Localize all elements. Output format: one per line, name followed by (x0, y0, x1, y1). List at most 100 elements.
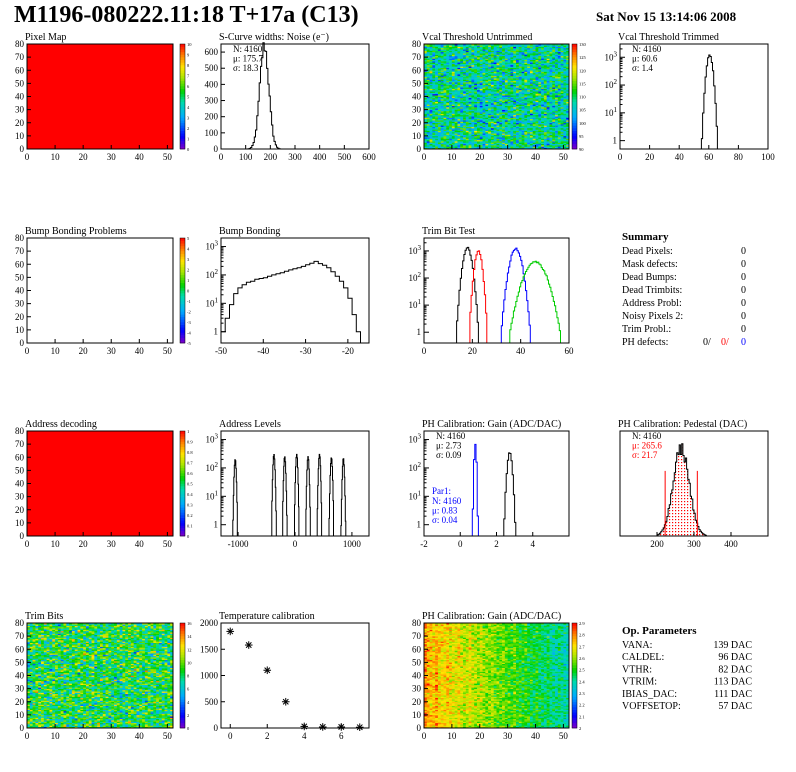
heatmap-cell (485, 91, 489, 93)
heatmap-cell (432, 61, 436, 63)
heatmap-cell (513, 113, 517, 116)
heatmap-cell (468, 71, 472, 74)
heatmap-cell (516, 58, 520, 61)
heatmap-cell (449, 89, 453, 92)
heatmap-cell (429, 47, 433, 50)
heatmap-cell (443, 114, 447, 117)
heatmap-cell (566, 55, 570, 58)
heatmap-cell (513, 129, 517, 131)
heatmap-cell (485, 95, 489, 97)
heatmap-cell (465, 122, 469, 125)
heatmap-cell (493, 82, 497, 84)
heatmap-cell (510, 120, 514, 122)
heatmap-cell (521, 133, 525, 135)
heatmap-cell (435, 96, 439, 99)
heatmap-cell (463, 46, 467, 49)
heatmap-cell (27, 688, 31, 691)
heatmap-cell (502, 129, 506, 131)
heatmap-cell (563, 68, 567, 71)
heatmap-cell (507, 134, 511, 137)
heatmap-cell (488, 146, 492, 148)
heatmap-cell (566, 89, 570, 92)
heatmap-cell (510, 86, 514, 88)
heatmap-cell (440, 108, 444, 110)
heatmap-cell (496, 83, 500, 85)
heatmap-cell (476, 142, 481, 145)
heatmap-cell (529, 138, 534, 141)
y-tick-base: 10 (206, 298, 216, 308)
heatmap-cell (518, 70, 522, 72)
heatmap-cell (549, 126, 553, 129)
heatmap-cell (437, 63, 442, 66)
heatmap-cell (524, 129, 528, 131)
heatmap-cell (488, 88, 492, 91)
heatmap-cell (516, 79, 520, 82)
heatmap-cell (29, 667, 33, 670)
heatmap-cell (560, 84, 564, 87)
heatmap-cell (460, 128, 464, 130)
heatmap-cell (563, 142, 567, 145)
heatmap-cell (529, 145, 534, 147)
heatmap-cell (543, 82, 547, 84)
heatmap-cell (496, 100, 500, 103)
heatmap-cell (563, 147, 567, 150)
heatmap-cell (479, 67, 483, 70)
heatmap-cell (510, 134, 514, 137)
heatmap-cell (479, 57, 483, 59)
heatmap-cell (529, 54, 534, 57)
heatmap-cell (532, 135, 536, 138)
heatmap-cell (468, 58, 472, 61)
heatmap-cell (546, 104, 550, 106)
heatmap-cell (502, 139, 506, 142)
heatmap-cell (532, 142, 536, 145)
heatmap-cell (493, 142, 497, 145)
heatmap-cell (493, 118, 497, 121)
heatmap-cell (429, 134, 433, 137)
heatmap-cell (538, 67, 542, 70)
palette-cell (572, 141, 577, 145)
heatmap-cell (560, 101, 564, 104)
heatmap-cell (493, 133, 497, 135)
heatmap-cell (435, 80, 439, 83)
heatmap-cell (543, 80, 547, 83)
palette-cell (180, 515, 185, 518)
heatmap-cell (454, 92, 458, 95)
palette-cell (180, 130, 185, 134)
heatmap-cell (449, 126, 453, 129)
heatmap-cell (521, 147, 525, 150)
heatmap-cell (496, 99, 500, 101)
heatmap-cell (543, 63, 547, 66)
heatmap-cell (510, 61, 514, 63)
heatmap-cell (529, 97, 534, 100)
heatmap-cell (538, 50, 542, 53)
heatmap-cells (27, 623, 174, 729)
heatmap-cell (535, 46, 539, 49)
heatmap-cell (541, 83, 545, 85)
heatmap-cell (424, 145, 428, 147)
heatmap-cell (532, 108, 536, 110)
heatmap-cell (449, 125, 453, 127)
heatmap-cell (521, 116, 525, 118)
heatmap-cell (543, 88, 547, 91)
heatmap-cell (29, 686, 33, 688)
heatmap-cell (471, 55, 475, 58)
heatmap-cell (496, 110, 500, 113)
heatmap-cell (504, 93, 508, 96)
heatmap-cell (543, 84, 547, 87)
heatmap-cell (476, 89, 481, 92)
heatmap-cell (535, 128, 539, 130)
heatmap-cell (513, 131, 517, 134)
heatmap-cell (563, 66, 567, 68)
heatmap-cell (560, 79, 564, 82)
heatmap-cell (552, 61, 556, 63)
heatmap-cell (476, 87, 481, 89)
heatmap-cell (516, 134, 520, 137)
heatmap-cell (29, 650, 33, 653)
heatmap-cell (446, 145, 450, 147)
heatmap-cell (493, 124, 497, 126)
heatmap-cell (451, 74, 455, 76)
heatmap-cell (451, 71, 455, 74)
heatmap-cell (488, 45, 492, 47)
heatmap-cell (424, 134, 428, 137)
heatmap-cell (549, 84, 553, 87)
